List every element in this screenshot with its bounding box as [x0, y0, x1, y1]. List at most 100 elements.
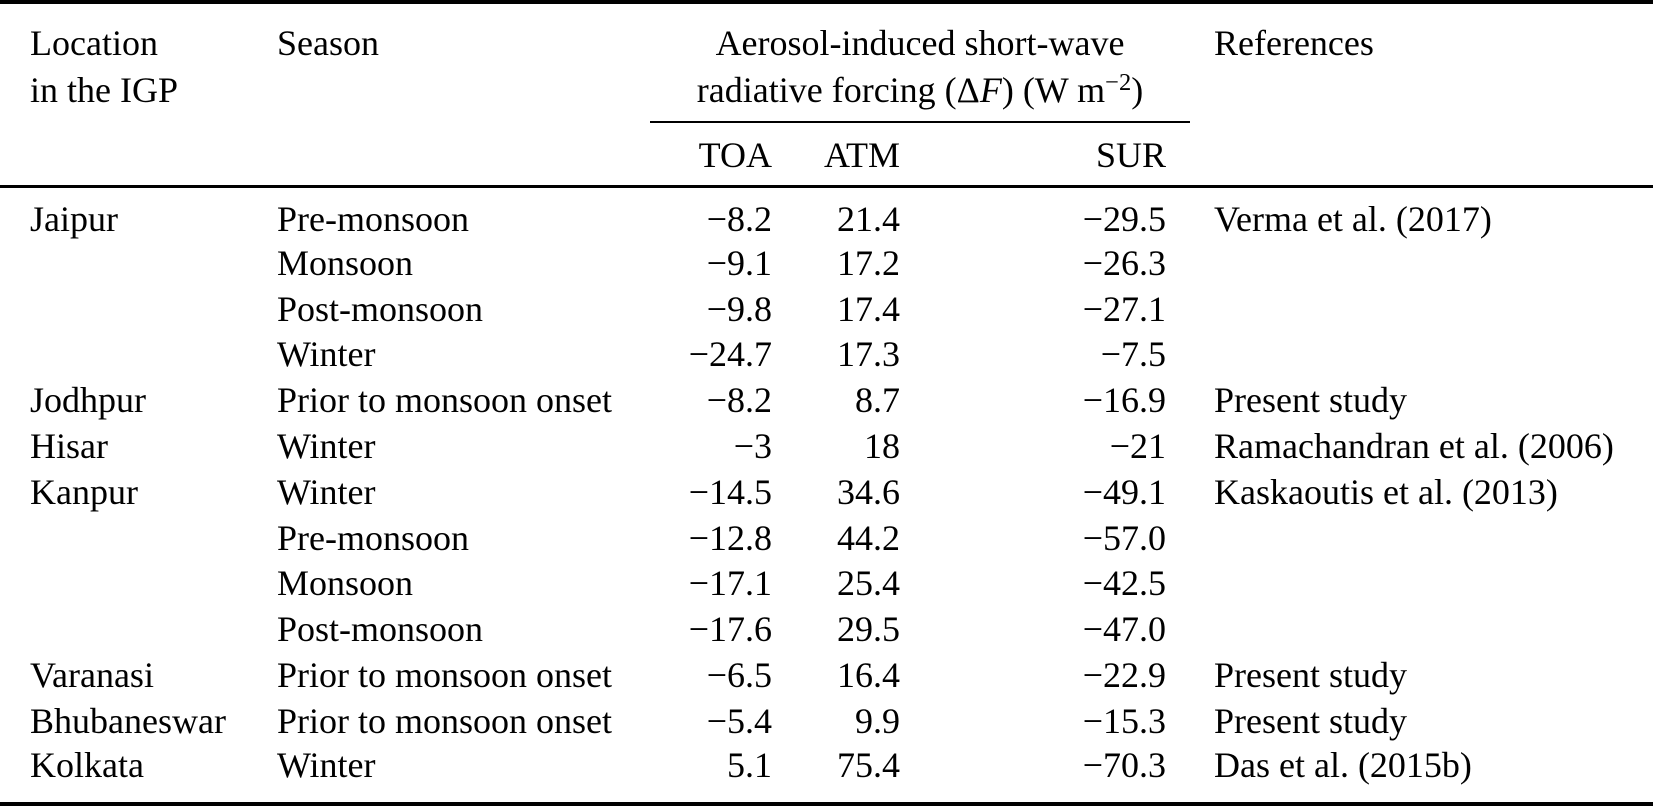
forcing-header-close-paren: )	[1131, 70, 1144, 110]
cell-sur: −29.5	[1082, 199, 1166, 239]
cell-reference	[1190, 515, 1653, 561]
cell-atm: 21.4	[837, 199, 900, 239]
cell-sur: −16.9	[1082, 380, 1166, 421]
cell-reference	[1190, 286, 1653, 332]
forcing-header-line1: Aerosol-induced short-wave	[715, 23, 1125, 63]
cell-season: Winter	[277, 744, 376, 785]
cell-location: Kanpur	[30, 471, 138, 512]
cell-season: Post-monsoon	[277, 609, 484, 650]
forcing-header-delta-f: F	[979, 70, 1002, 110]
cell-season: Monsoon	[277, 563, 414, 604]
header-spacer-location	[0, 122, 277, 188]
cell-atm: 29.5	[837, 609, 900, 650]
cell-sur: −7.5	[1100, 334, 1166, 375]
cell-sur: −27.1	[1082, 288, 1166, 329]
cell-sur: −21	[1109, 426, 1166, 467]
col-header-atm: ATM	[772, 122, 900, 188]
cell-atm: 17.3	[837, 334, 900, 375]
forcing-header-prefix: radiative forcing (Δ	[696, 70, 980, 110]
header-spacer-references	[1190, 122, 1653, 188]
cell-season: Pre-monsoon	[277, 517, 469, 558]
header-row-main: Location in the IGP Season Aerosol-induc…	[0, 2, 1653, 123]
cell-atm: 34.6	[837, 471, 900, 512]
table-row: Jaipur Pre-monsoon −8.2 21.4 −29.5 Verma…	[0, 187, 1653, 241]
cell-location: Kolkata	[30, 744, 144, 785]
cell-location: Varanasi	[30, 655, 154, 696]
cell-atm: 9.9	[855, 700, 900, 741]
cell-toa: −17.1	[688, 563, 772, 604]
cell-location	[0, 286, 277, 332]
cell-reference: Present study	[1214, 380, 1407, 421]
cell-reference: Kaskaoutis et al. (2013)	[1214, 471, 1558, 512]
cell-toa: −9.1	[706, 242, 772, 283]
col-header-toa: TOA	[650, 122, 772, 188]
col-header-location-line2: in the IGP	[30, 70, 178, 110]
cell-season: Prior to monsoon onset	[277, 380, 613, 421]
cell-season: Pre-monsoon	[277, 199, 469, 239]
cell-location: Hisar	[30, 426, 108, 467]
cell-sur: −47.0	[1082, 609, 1166, 650]
cell-atm: 17.4	[837, 288, 900, 329]
cell-toa: −8.2	[706, 199, 772, 239]
cell-location: Jodhpur	[30, 380, 146, 421]
cell-atm: 8.7	[855, 380, 900, 421]
cell-reference: Verma et al. (2017)	[1214, 199, 1492, 239]
cell-location	[0, 606, 277, 652]
cell-sur: −70.3	[1082, 744, 1166, 785]
cell-season: Prior to monsoon onset	[277, 700, 613, 741]
cell-toa: −17.6	[688, 609, 772, 650]
col-header-forcing: Aerosol-induced short-wave radiative for…	[650, 2, 1190, 123]
cell-toa: −6.5	[706, 655, 772, 696]
cell-season: Winter	[277, 334, 376, 375]
header-row-sub: TOA ATM SUR	[0, 122, 1653, 188]
table-row: Bhubaneswar Prior to monsoon onset −5.4 …	[0, 698, 1653, 744]
cell-location	[0, 240, 277, 286]
cell-sur: −15.3	[1082, 700, 1166, 741]
forcing-header-exponent: −2	[1105, 69, 1132, 97]
table-row: Monsoon −17.1 25.4 −42.5	[0, 561, 1653, 607]
cell-atm: 17.2	[837, 242, 900, 283]
table-row: Winter −24.7 17.3 −7.5	[0, 332, 1653, 378]
table-row: Post-monsoon −9.8 17.4 −27.1	[0, 286, 1653, 332]
col-header-sur: SUR	[900, 122, 1190, 188]
cell-sur: −57.0	[1082, 517, 1166, 558]
header-spacer-season	[277, 122, 650, 188]
cell-season: Prior to monsoon onset	[277, 655, 613, 696]
forcing-header-line2: radiative forcing (ΔF) (W m−2)	[650, 67, 1190, 118]
table-row: Kanpur Winter −14.5 34.6 −49.1 Kaskaouti…	[0, 469, 1653, 515]
cell-season: Winter	[277, 471, 376, 512]
table-row: Hisar Winter −3 18 −21 Ramachandran et a…	[0, 423, 1653, 469]
col-header-location: Location in the IGP	[0, 2, 277, 122]
cell-toa: 5.1	[727, 744, 772, 785]
cell-atm: 16.4	[837, 655, 900, 696]
cell-reference	[1190, 561, 1653, 607]
cell-toa: −3	[733, 426, 772, 467]
cell-location: Jaipur	[30, 199, 118, 239]
cell-sur: −22.9	[1082, 655, 1166, 696]
table-row: Kolkata Winter 5.1 75.4 −70.3 Das et al.…	[0, 744, 1653, 804]
table-row: Varanasi Prior to monsoon onset −6.5 16.…	[0, 652, 1653, 698]
cell-reference	[1190, 606, 1653, 652]
cell-atm: 75.4	[837, 744, 900, 785]
cell-toa: −5.4	[706, 700, 772, 741]
cell-toa: −8.2	[706, 380, 772, 421]
table-row: Pre-monsoon −12.8 44.2 −57.0	[0, 515, 1653, 561]
cell-sur: −42.5	[1082, 563, 1166, 604]
cell-atm: 44.2	[837, 517, 900, 558]
cell-toa: −14.5	[688, 471, 772, 512]
table-row: Monsoon −9.1 17.2 −26.3	[0, 240, 1653, 286]
cell-season: Winter	[277, 426, 376, 467]
cell-location	[0, 332, 277, 378]
cell-season: Post-monsoon	[277, 288, 484, 329]
cell-sur: −26.3	[1082, 242, 1166, 283]
cell-location	[0, 515, 277, 561]
cell-reference: Ramachandran et al. (2006)	[1214, 426, 1614, 467]
table-row: Post-monsoon −17.6 29.5 −47.0	[0, 606, 1653, 652]
cell-reference: Present study	[1214, 655, 1407, 696]
cell-toa: −24.7	[688, 334, 772, 375]
cell-location: Bhubaneswar	[30, 700, 226, 741]
col-header-season: Season	[277, 23, 379, 63]
cell-reference: Das et al. (2015b)	[1214, 744, 1472, 785]
cell-toa: −9.8	[706, 288, 772, 329]
